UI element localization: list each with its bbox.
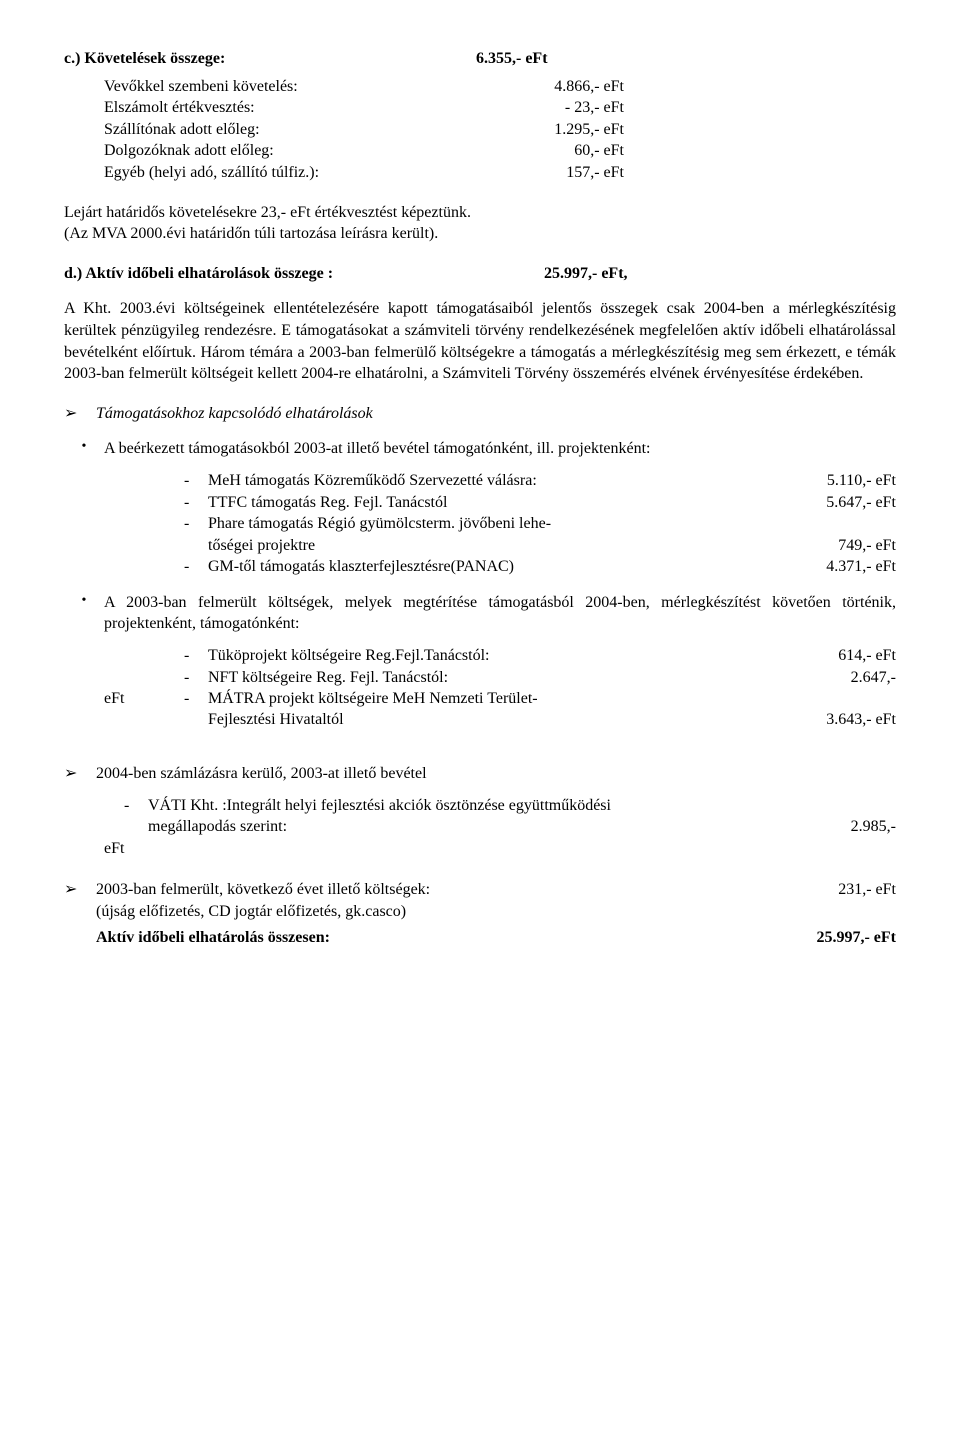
bullet-text: A 2003-ban felmerült költségek, melyek m… [104, 592, 896, 635]
list-value: 749,- eFt [776, 535, 896, 557]
list-label: MÁTRA projekt költségeire MeH Nemzeti Te… [208, 688, 776, 710]
bullet-text: A beérkezett támogatásokból 2003-at ille… [104, 438, 896, 460]
list-value [776, 513, 896, 535]
list-value: 5.110,- eFt [776, 470, 896, 492]
section-c-title-value: 6.355,- eFt [436, 48, 896, 70]
bullet-icon: • [64, 438, 104, 457]
bullet-2003-costs: • A 2003-ban felmerült költségek, melyek… [64, 592, 896, 635]
arrow-icon: ➢ [64, 403, 96, 425]
section-c-note2: (Az MVA 2000.évi határidőn túli tartozás… [64, 223, 896, 245]
list-value: 2.985,- [776, 816, 896, 838]
item-value: 60,- eFt [504, 140, 624, 162]
arrow-row-value: 231,- eFt [776, 879, 896, 901]
list-label: Tüköprojekt költségeire Reg.Fejl.Tanácst… [208, 645, 776, 667]
section-d-title-value: 25.997,- eFt, [544, 263, 684, 285]
item-label: Elszámolt értékvesztés: [104, 97, 255, 119]
list-value: 2.647,- [776, 667, 896, 689]
section-c-items: Vevőkkel szembeni követelés: 4.866,- eFt… [64, 76, 896, 184]
section-d-title: d.) Aktív időbeli elhatárolások összege … [64, 263, 684, 285]
list-label: NFT költségeire Reg. Fejl. Tanácstól: [208, 667, 776, 689]
item-label: Egyéb (helyi adó, szállító túlfiz.): [104, 162, 319, 184]
dash-icon: - [184, 492, 208, 514]
arrow-2004-invoiced: ➢ 2004-ben számlázásra kerülő, 2003-at i… [64, 763, 896, 785]
bullet-received-support: • A beérkezett támogatásokból 2003-at il… [64, 438, 896, 460]
list-label: megállapodás szerint: [148, 816, 776, 838]
list-value: 3.643,- eFt [776, 709, 896, 731]
dash-icon: - [184, 645, 208, 667]
arrow-icon: ➢ [64, 879, 96, 901]
section-c-note1: Lejárt határidős követelésekre 23,- eFt … [64, 202, 896, 224]
list-value: 5.647,- eFt [776, 492, 896, 514]
total-label: Aktív időbeli elhatárolás összesen: [64, 927, 330, 949]
dash-icon: - [184, 667, 208, 689]
eft-side-label: eFt [64, 838, 896, 860]
list-value: 614,- eFt [776, 645, 896, 667]
arrow-icon: ➢ [64, 763, 96, 785]
item-value: 1.295,- eFt [504, 119, 624, 141]
arrow-2003-next-year-costs: ➢ 2003-ban felmerült, következő évet ill… [64, 879, 896, 901]
list-value [776, 688, 896, 710]
section-d-title-label: d.) Aktív időbeli elhatárolások összege … [64, 263, 333, 285]
list-label: MeH támogatás Közreműködő Szervezetté vá… [208, 470, 776, 492]
section-d-paragraph: A Kht. 2003.évi költségeinek ellentétele… [64, 298, 896, 384]
support-list-1: - MeH támogatás Közreműködő Szervezetté … [64, 470, 896, 578]
section-c-title: c.) Követelések összege: 6.355,- eFt [64, 48, 896, 70]
dash-icon [184, 535, 208, 557]
list-label: GM-től támogatás klaszterfejlesztésre(PA… [208, 556, 776, 578]
list-label: VÁTI Kht. :Integrált helyi fejlesztési a… [148, 795, 896, 817]
support-list-2: - Tüköprojekt költségeire Reg.Fejl.Tanác… [64, 645, 896, 688]
arrow-title: 2004-ben számlázásra kerülő, 2003-at ill… [96, 763, 896, 785]
bullet-icon: • [64, 592, 104, 611]
item-value: 157,- eFt [504, 162, 624, 184]
total-value: 25.997,- eFt [756, 927, 896, 949]
arrow3-sub: (újság előfizetés, CD jogtár előfizetés,… [64, 901, 896, 923]
list-value: 4.371,- eFt [776, 556, 896, 578]
list-label: Phare támogatás Régió gyümölcsterm. jövő… [208, 513, 776, 535]
dash-icon: - [184, 556, 208, 578]
arrow-row-label: 2003-ban felmerült, következő évet illet… [96, 879, 430, 901]
dash-icon: - [184, 688, 208, 710]
item-label: Vevőkkel szembeni követelés: [104, 76, 298, 98]
dash-icon: - [124, 795, 148, 817]
arrow-support-delimitations: ➢ Támogatásokhoz kapcsolódó elhatároláso… [64, 403, 896, 425]
list-label: tőségei projektre [208, 535, 776, 557]
item-value: 4.866,- eFt [504, 76, 624, 98]
arrow-title: Támogatásokhoz kapcsolódó elhatárolások [96, 403, 896, 425]
item-label: Dolgozóknak adott előleg: [104, 140, 274, 162]
list-label: TTFC támogatás Reg. Fejl. Tanácstól [208, 492, 776, 514]
item-value: - 23,- eFt [504, 97, 624, 119]
list-label: Fejlesztési Hivataltól [208, 709, 776, 731]
dash-icon [184, 709, 208, 731]
dash-icon: - [184, 513, 208, 535]
dash-icon: - [184, 470, 208, 492]
total-row: Aktív időbeli elhatárolás összesen: 25.9… [64, 927, 896, 949]
section-c-title-label: c.) Követelések összege: [64, 48, 225, 70]
item-label: Szállítónak adott előleg: [104, 119, 260, 141]
